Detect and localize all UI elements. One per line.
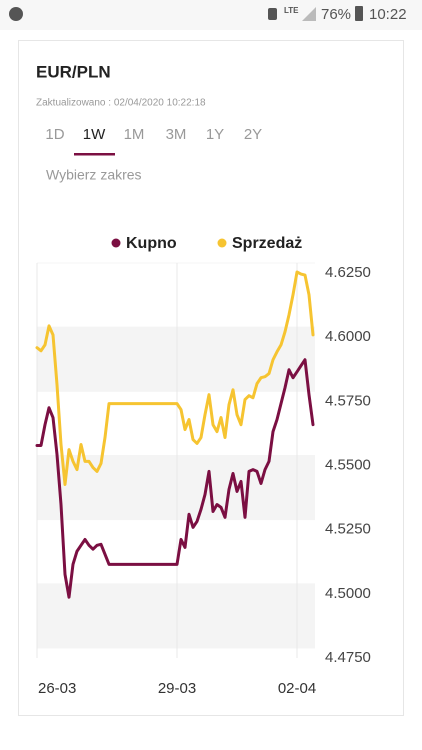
y-tick-label: 4.5500 — [325, 456, 371, 473]
y-tick-label: 4.6000 — [325, 328, 371, 345]
clock: 10:22 — [369, 6, 407, 23]
tab[interactable]: 3M — [166, 126, 187, 143]
legend-label: Kupno — [126, 235, 177, 252]
legend: Kupno Sprzedaż — [111, 235, 302, 252]
legend-marker — [217, 238, 227, 248]
grid-band — [37, 455, 315, 520]
signal-icon — [302, 7, 316, 21]
tab[interactable]: 1Y — [206, 126, 224, 143]
y-tick-label: 4.6250 — [325, 264, 371, 281]
legend-marker — [111, 238, 121, 248]
legend-label: Sprzedaż — [232, 235, 302, 252]
x-tick-label: 02-04 — [278, 680, 316, 697]
battery-icon — [355, 6, 363, 21]
y-tick-label: 4.5000 — [325, 585, 371, 602]
tab[interactable]: 2Y — [244, 126, 262, 143]
x-tick-label: 26-03 — [38, 680, 76, 697]
network: LTE — [284, 6, 299, 15]
sim-icon — [268, 8, 277, 20]
range-picker[interactable]: Wybierz zakres — [46, 167, 142, 183]
y-tick-label: 4.5250 — [325, 521, 371, 538]
tabs: 1D 1W 1M 3M 1Y 2Y — [45, 126, 262, 156]
tab[interactable]: 1D — [45, 126, 64, 143]
tab[interactable]: 1W — [83, 126, 106, 143]
series-line — [35, 270, 315, 486]
title: EUR/PLN — [36, 62, 111, 81]
call-icon — [9, 7, 23, 21]
y-tick-label: 4.5750 — [325, 392, 371, 409]
updated: Zaktualizowano : 02/04/2020 10:22:18 — [36, 98, 206, 109]
plot: 4.4750 4.5000 4.5250 4.5500 4.5750 4.6000 4.62… — [35, 262, 371, 697]
x-tick-label: 29-03 — [158, 680, 196, 697]
grid-band — [37, 327, 315, 392]
battery: 76% — [321, 6, 351, 23]
grid-band — [37, 583, 315, 648]
tab-underline — [74, 153, 115, 156]
series-line — [35, 358, 315, 599]
y-tick-label: 4.4750 — [325, 649, 371, 666]
tab[interactable]: 1M — [124, 126, 145, 143]
status-bar — [0, 0, 422, 30]
